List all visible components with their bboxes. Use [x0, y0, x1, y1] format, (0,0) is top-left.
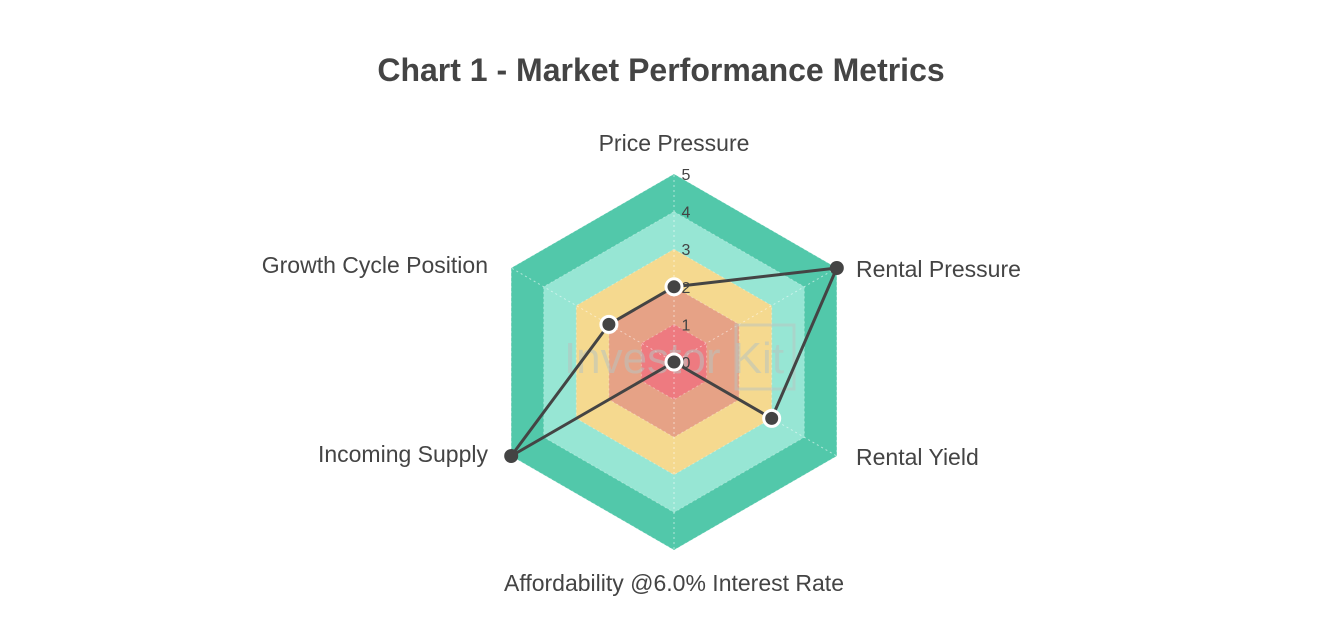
- grid-ring: [543, 211, 805, 513]
- spoke-line: [510, 267, 675, 363]
- data-point: [762, 408, 782, 428]
- chart-title: Chart 1 - Market Performance Metrics: [377, 52, 944, 88]
- axis-label: Rental Yield: [856, 444, 979, 470]
- tick-labels: 0 1 2 3 4 5: [682, 167, 691, 372]
- data-point: [504, 449, 519, 463]
- axis-label: Growth Cycle Position: [262, 252, 488, 278]
- data-point: [829, 261, 844, 275]
- tick-label: 1: [682, 317, 691, 334]
- spoke-line: [673, 267, 838, 363]
- axis-labels: Price Pressure Rental Pressure Rental Yiel…: [262, 130, 1021, 596]
- axis-label: Price Pressure: [599, 130, 750, 156]
- data-point: [599, 314, 619, 334]
- data-point: [664, 352, 684, 372]
- watermark-frame: [734, 323, 796, 391]
- tick-label: 2: [682, 280, 691, 297]
- axis-label: Rental Pressure: [856, 256, 1021, 282]
- tick-label: 3: [682, 242, 691, 259]
- axis-label: Affordability @6.0% Interest Rate: [504, 570, 844, 596]
- tick-label: 0: [682, 355, 691, 372]
- tick-label: 5: [682, 167, 691, 184]
- data-point: [664, 277, 684, 297]
- tick-label: 4: [682, 205, 691, 222]
- axis-label: Incoming Supply: [318, 441, 489, 467]
- data-series: [504, 261, 844, 463]
